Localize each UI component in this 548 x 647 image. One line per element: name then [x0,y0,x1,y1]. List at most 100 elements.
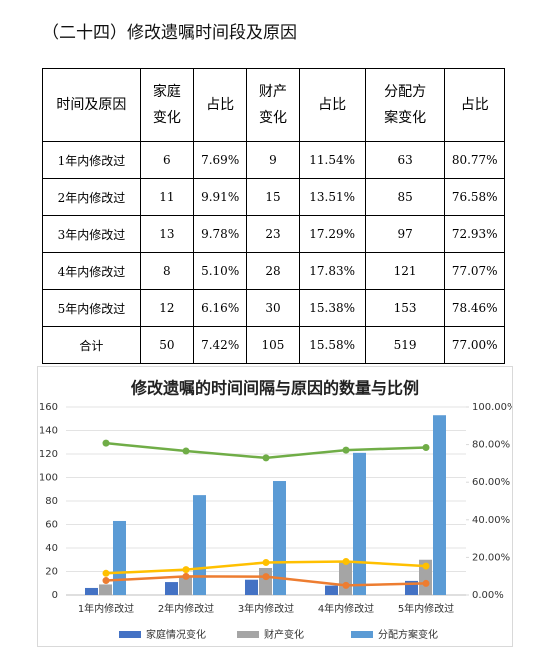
cell: 7.42% [192,326,248,364]
cell: 7.69% [192,141,248,179]
bar [419,559,432,595]
x-tick-label: 1年内修改过 [78,602,134,615]
x-tick-label: 3年内修改过 [238,602,294,615]
cell: 9.91% [192,178,248,216]
cell: 8 [139,252,194,290]
header-text: 财产变化 [258,84,287,126]
header-text: 家庭变化 [152,84,181,126]
cell: 4年内修改过 [42,252,141,290]
legend-swatch [119,631,141,638]
heading: （二十四）修改遗嘱时间段及原因 [42,23,297,43]
cell: 121 [364,252,446,290]
y-tick-label: 40 [45,543,58,554]
cell: 12 [139,289,194,327]
x-tick-label: 5年内修改过 [398,602,454,615]
line-marker [422,579,430,587]
y-tick-label: 100 [39,473,58,484]
cell: 17.29% [298,215,366,253]
table-row: 时间及原因 家庭变化 占比 财产变化 占比 分配方案变化 占比 [42,68,505,142]
line-marker [342,446,350,454]
line-marker [182,566,190,574]
y2-tick-label: 40.00% [472,515,510,526]
cell: 合计 [42,326,141,364]
header-text: 占比 [318,97,347,113]
line-marker [422,443,430,451]
table-row: 3年内修改过 13 9.78% 23 17.29% 97 72.93% [42,215,505,253]
chart: 修改遗嘱的时间间隔与原因的数量与比例 0 20 40 60 80 100 120 140 160… [37,366,513,647]
header-cell: 分配方案变化 [364,68,446,142]
cell: 97 [364,215,446,253]
cell: 50 [139,326,194,364]
y-tick-label: 160 [39,402,58,413]
cell: 15.38% [298,289,366,327]
cell: 72.93% [444,215,505,253]
y-tick-label: 20 [45,567,58,578]
cell: 15 [246,178,300,216]
y-tick-label: 80 [45,496,58,507]
bar [273,481,286,595]
cell: 13.51% [298,178,366,216]
cell: 85 [364,178,446,216]
line-marker [102,569,110,577]
bar [433,415,446,595]
header-text: 分配方案变化 [384,84,427,126]
y2-tick-label: 0.00% [472,590,504,601]
header-text: 占比 [460,97,489,113]
cell: 11.54% [298,141,366,179]
cell: 5.10% [192,252,248,290]
bar [193,495,206,595]
cell: 17.83% [298,252,366,290]
header-cell: 时间及原因 [42,68,141,142]
bar [325,585,338,595]
cell: 76.58% [444,178,505,216]
table: 时间及原因 家庭变化 占比 财产变化 占比 分配方案变化 占比 1年内修改过 6 7.69% 9 11… [42,68,505,364]
line-marker [262,454,270,462]
bar [259,567,272,595]
y-tick-label: 140 [39,426,58,437]
header-cell: 占比 [192,68,248,142]
x-tick-label: 2年内修改过 [158,602,214,615]
cell: 6 [139,141,194,179]
cell: 80.77% [444,141,505,179]
table-row: 1年内修改过 6 7.69% 9 11.54% 63 80.77% [42,141,505,179]
cell: 28 [246,252,300,290]
legend-label: 家庭情况变化 [146,628,206,641]
cell: 5年内修改过 [42,289,141,327]
cell: 77.07% [444,252,505,290]
bar [353,452,366,595]
cell: 63 [364,141,446,179]
x-tick-label: 4年内修改过 [318,602,374,615]
cell: 9.78% [192,215,248,253]
line-marker [182,447,190,455]
line-marker [342,557,350,565]
cell: 2年内修改过 [42,178,141,216]
bar [179,577,192,595]
legend-label: 财产变化 [264,628,304,641]
cell: 30 [246,289,300,327]
bar [339,562,352,595]
bar [113,520,126,595]
table-row: 4年内修改过 8 5.10% 28 17.83% 121 77.07% [42,252,505,290]
cell: 11 [139,178,194,216]
bar [245,579,258,595]
header-cell: 财产变化 [246,68,300,142]
bar [99,584,112,595]
table-row: 合计 50 7.42% 105 15.58% 519 77.00% [42,326,505,364]
legend-label: 分配方案变化 [378,628,438,641]
header-cell: 家庭变化 [139,68,194,142]
line-marker [102,439,110,447]
header-text: 时间及原因 [56,97,127,113]
header-cell: 占比 [298,68,366,142]
cell: 6.16% [192,289,248,327]
legend-swatch [351,631,373,638]
cell: 519 [364,326,446,364]
y2-tick-label: 20.00% [472,552,510,563]
line-marker [262,558,270,566]
cell: 13 [139,215,194,253]
header-cell: 占比 [444,68,505,142]
cell: 153 [364,289,446,327]
cell: 78.46% [444,289,505,327]
table-row: 5年内修改过 12 6.16% 30 15.38% 153 78.46% [42,289,505,327]
cell: 15.58% [298,326,366,364]
y2-tick-label: 80.00% [472,440,510,451]
